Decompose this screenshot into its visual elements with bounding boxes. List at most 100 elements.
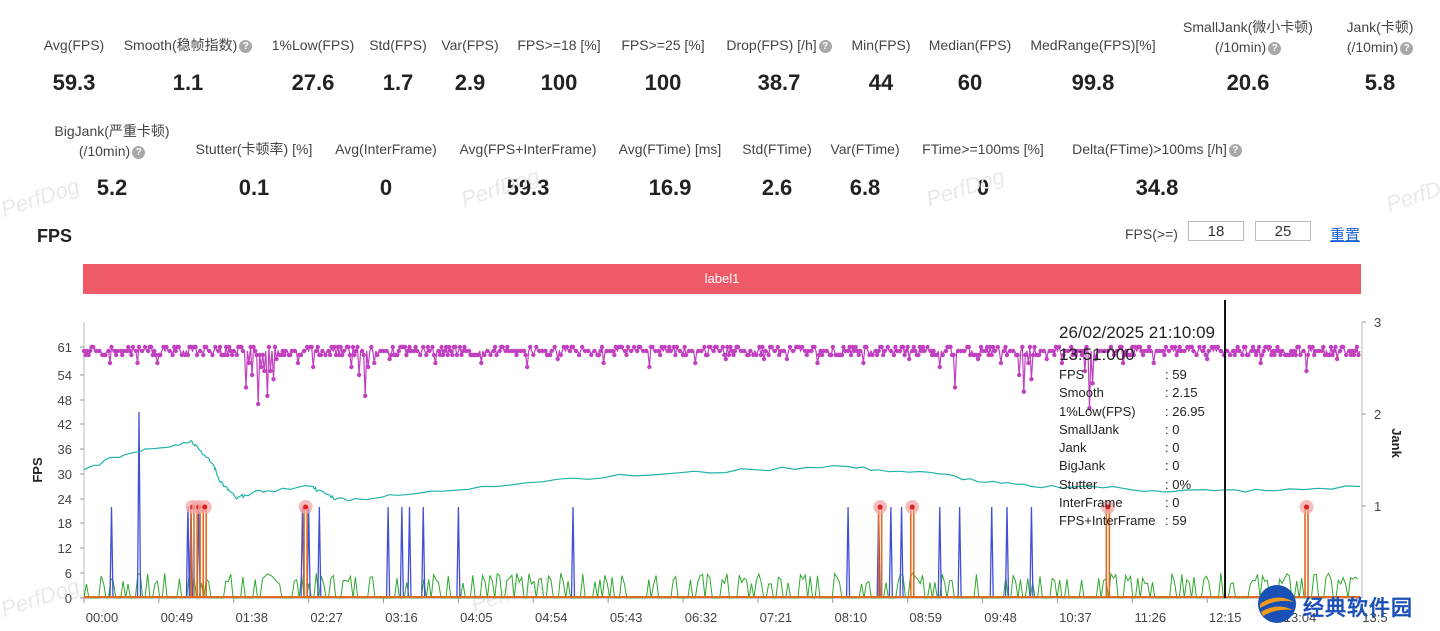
fps-point xyxy=(259,364,264,370)
fps-point xyxy=(717,348,722,354)
stat-label: Delta(FTime)>100ms [/h]? xyxy=(1057,139,1257,159)
fps-point xyxy=(1052,352,1057,358)
fps-point xyxy=(363,393,368,398)
fps-point xyxy=(1205,356,1210,362)
x-tick-label: 04:05 xyxy=(460,610,493,625)
y-tick-label: 30 xyxy=(58,467,72,482)
fps-point xyxy=(1197,344,1202,350)
fps-point xyxy=(775,344,780,350)
stat-value: 2.9 xyxy=(454,70,486,95)
fps-point xyxy=(113,352,119,358)
fps-point xyxy=(1157,348,1163,354)
fps-point xyxy=(943,348,949,354)
fps-point xyxy=(858,348,863,354)
fps-point xyxy=(253,348,258,354)
fps-point xyxy=(326,348,331,354)
help-icon[interactable]: ? xyxy=(239,39,253,53)
fps-point xyxy=(1191,348,1196,354)
series-smalljank-spike xyxy=(407,506,412,599)
fps-point xyxy=(359,348,365,354)
fps-threshold-input-1[interactable] xyxy=(1188,221,1244,241)
tooltip-value: : 0% xyxy=(1165,476,1192,492)
help-icon[interactable]: ? xyxy=(1400,41,1414,55)
x-tick-label: 11:26 xyxy=(1135,610,1167,625)
fps-point xyxy=(1172,344,1178,350)
fps-point xyxy=(448,348,453,354)
fps-point xyxy=(1227,352,1233,358)
y-tick-label: 18 xyxy=(58,516,72,531)
fps-point xyxy=(1079,352,1085,358)
fps-point xyxy=(1015,352,1020,358)
label-bar[interactable]: label1 xyxy=(83,264,1361,294)
fps-point xyxy=(1310,344,1315,350)
fps-point xyxy=(1017,372,1022,378)
series-interframe-line xyxy=(83,572,1359,599)
fps-point xyxy=(295,360,301,366)
fps-point xyxy=(262,368,267,374)
fps-point xyxy=(1166,348,1172,354)
fps-point xyxy=(1082,368,1088,374)
fps-point xyxy=(454,352,460,358)
tooltip-timestamp: 26/02/2025 21:10:09 xyxy=(1059,323,1215,342)
fps-point xyxy=(948,344,953,350)
fps-point xyxy=(735,344,741,350)
y-tick-label: 54 xyxy=(58,368,72,383)
fps-point xyxy=(531,352,536,358)
fps-point xyxy=(440,352,446,358)
fps-threshold-input-2[interactable] xyxy=(1255,221,1311,241)
fps-point xyxy=(1038,348,1043,354)
fps-point xyxy=(512,348,518,354)
stat-label: Var(FPS) xyxy=(441,37,499,53)
help-icon[interactable]: ? xyxy=(132,145,146,159)
series-smalljank-spike xyxy=(845,506,851,599)
fps-point xyxy=(934,352,939,358)
help-icon[interactable]: ? xyxy=(1268,41,1282,55)
fps-point xyxy=(674,344,680,350)
fps-point xyxy=(1256,344,1262,350)
fps-point xyxy=(1102,348,1108,354)
stat-label: FPS>=25 [%] xyxy=(621,37,705,53)
fps-point xyxy=(625,344,631,350)
fps-point xyxy=(292,348,298,354)
fps-point xyxy=(427,348,432,354)
fps-point xyxy=(246,360,252,366)
fps-point xyxy=(425,344,430,350)
fps-point xyxy=(408,348,414,354)
fps-point xyxy=(1255,348,1260,354)
help-icon[interactable]: ? xyxy=(818,39,832,53)
stat-label: Avg(FTime) [ms] xyxy=(618,141,722,157)
help-icon[interactable]: ? xyxy=(1228,143,1242,157)
fps-point xyxy=(897,348,903,354)
fps-point xyxy=(349,364,354,370)
fps-point xyxy=(983,348,988,354)
tooltip-row: Stutter: 0% xyxy=(1059,476,1215,494)
fps-point xyxy=(185,352,191,358)
fps-point xyxy=(1099,348,1104,354)
tooltip-value: : 2.15 xyxy=(1165,385,1198,401)
fps-point xyxy=(500,344,505,350)
fps-point xyxy=(708,344,713,350)
reset-link[interactable]: 重置 xyxy=(1330,227,1361,244)
fps-point xyxy=(332,344,337,350)
x-tick-label: 10:37 xyxy=(1059,610,1092,625)
site-logo: 经典软件园 xyxy=(1255,582,1440,630)
fps-point xyxy=(558,352,563,358)
fps-point xyxy=(777,352,782,358)
fps-point xyxy=(893,344,898,350)
fps-point xyxy=(1163,344,1169,350)
fps-point xyxy=(210,352,215,358)
fps-point xyxy=(528,344,533,350)
fps-point xyxy=(1237,348,1242,354)
y2-tick-label: 3 xyxy=(1374,315,1381,330)
fps-point xyxy=(130,344,136,350)
fps-point xyxy=(265,393,270,398)
tooltip-row: InterFrame: 0 xyxy=(1059,494,1215,512)
fps-point xyxy=(1151,360,1156,366)
fps-point xyxy=(598,348,603,354)
fps-point xyxy=(372,360,377,366)
fps-point xyxy=(900,344,906,350)
fps-point xyxy=(234,352,239,358)
fps-point xyxy=(754,352,759,358)
fps-point xyxy=(485,348,490,354)
